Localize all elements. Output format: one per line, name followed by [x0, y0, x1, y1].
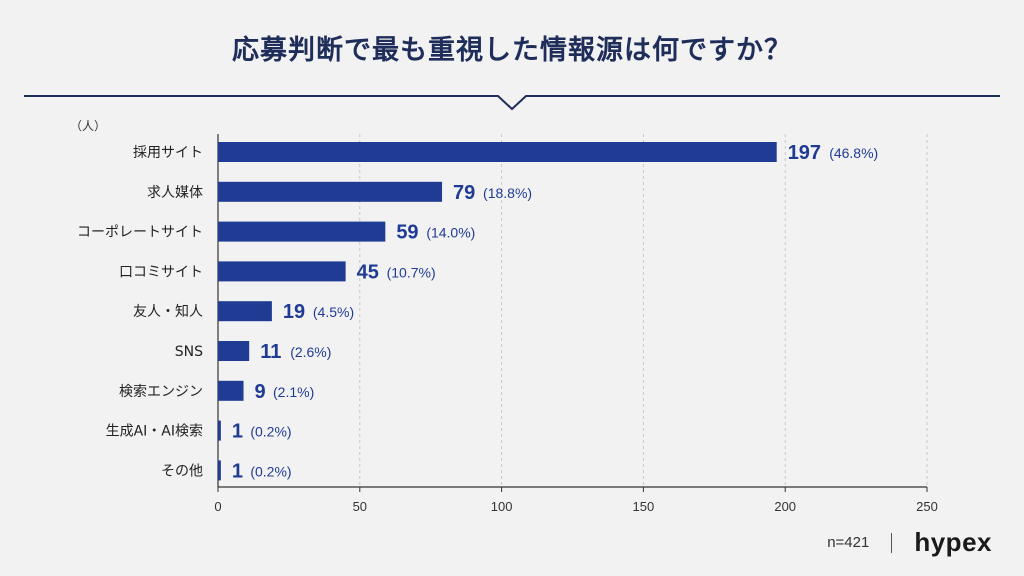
percent-label: (0.2%) — [250, 424, 291, 440]
brand-logo: hypex — [914, 527, 992, 557]
footer: n=421 hypex — [827, 527, 992, 558]
footer-separator — [891, 532, 893, 553]
bar — [218, 460, 221, 481]
value-label: 1 — [232, 421, 243, 443]
bar — [218, 301, 272, 322]
bar — [218, 221, 386, 242]
category-label: 友人・知人 — [133, 303, 203, 320]
value-label: 1 — [232, 460, 243, 482]
value-label: 11 — [260, 341, 281, 363]
category-label: 求人媒体 — [147, 185, 203, 201]
value-label: 9 — [255, 381, 266, 403]
percent-label: (18.8%) — [483, 185, 532, 201]
category-label: 生成AI・AI検索 — [106, 423, 203, 440]
category-label: 検索エンジン — [119, 383, 203, 400]
percent-label: (0.2%) — [250, 463, 291, 479]
percent-label: (2.6%) — [290, 344, 331, 360]
bar — [218, 181, 443, 202]
x-tick-label: 0 — [214, 499, 221, 514]
value-label: 45 — [357, 261, 379, 283]
unit-label: （人） — [70, 119, 106, 133]
percent-label: (4.5%) — [313, 304, 354, 320]
value-label: 59 — [396, 222, 418, 244]
bar — [218, 261, 346, 282]
x-tick-label: 100 — [491, 499, 513, 514]
x-tick-label: 150 — [633, 499, 655, 514]
category-label: コーポレートサイト — [77, 225, 203, 241]
percent-label: (2.1%) — [273, 384, 314, 400]
category-label: 口コミサイト — [119, 264, 203, 280]
bar — [218, 420, 221, 441]
category-label: SNS — [175, 344, 203, 360]
bar — [218, 341, 250, 361]
bar — [218, 380, 244, 401]
value-label: 19 — [283, 301, 305, 323]
chart-title: 応募判断で最も重視した情報源は何ですか？ — [232, 35, 792, 66]
title-divider — [24, 95, 1000, 111]
percent-label: (46.8%) — [829, 145, 878, 161]
bar — [218, 142, 777, 162]
value-label: 79 — [453, 182, 475, 204]
x-tick-label: 250 — [916, 499, 938, 514]
category-label: その他 — [161, 463, 203, 479]
sample-size: n=421 — [827, 534, 870, 551]
percent-label: (14.0%) — [426, 225, 475, 241]
x-tick-label: 200 — [774, 499, 796, 514]
percent-label: (10.7%) — [387, 264, 436, 280]
category-label: 採用サイト — [133, 145, 203, 161]
value-label: 197 — [788, 142, 821, 164]
x-tick-label: 50 — [353, 499, 367, 514]
